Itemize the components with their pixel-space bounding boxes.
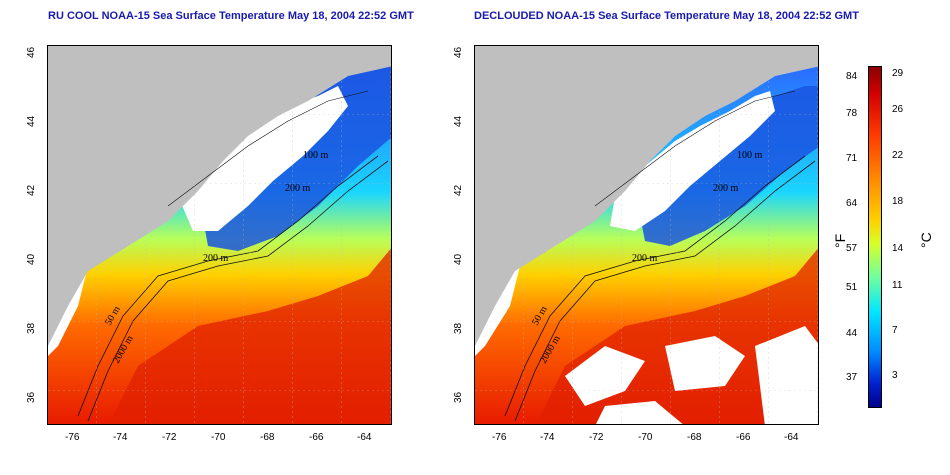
left-lon-72: -72: [162, 432, 177, 443]
cb-c-18: 18: [892, 196, 904, 207]
right-contour-100: 100 m: [737, 150, 763, 161]
left-lon-70: -70: [211, 432, 226, 443]
cb-f-44: 44: [846, 328, 858, 339]
left-lat-38: 38: [26, 322, 37, 334]
left-lon-68: -68: [260, 432, 275, 443]
right-lat-44: 44: [453, 115, 464, 127]
right-contour-200: 200 m: [632, 253, 658, 264]
left-lat-40: 40: [26, 253, 37, 265]
cb-f-78: 78: [846, 108, 858, 119]
right-lon-70: -70: [638, 432, 653, 443]
left-lon-64: -64: [357, 432, 372, 443]
right-map-title: DECLOUDED NOAA-15 Sea Surface Temperatur…: [474, 10, 859, 22]
left-lon-76: -76: [65, 432, 80, 443]
left-lat-44: 44: [26, 115, 37, 127]
cb-f-71: 71: [846, 153, 858, 164]
fahrenheit-unit-label: °F: [832, 233, 848, 248]
right-lon-66: -66: [736, 432, 751, 443]
right-lon-72: -72: [589, 432, 604, 443]
cb-c-29: 29: [892, 68, 904, 79]
cb-f-84: 84: [846, 71, 858, 82]
right-lat-46: 46: [453, 46, 464, 58]
cb-c-7: 7: [892, 325, 898, 336]
temperature-colorbar: [868, 66, 882, 408]
cb-f-64: 64: [846, 198, 858, 209]
left-lat-46: 46: [26, 46, 37, 58]
cb-c-26: 26: [892, 104, 904, 115]
left-lat-42: 42: [26, 184, 37, 196]
right-lat-42: 42: [453, 184, 464, 196]
right-contour-200-north: 200 m: [713, 183, 739, 194]
left-contour-200: 200 m: [203, 253, 229, 264]
right-lon-68: -68: [687, 432, 702, 443]
right-lat-38: 38: [453, 322, 464, 334]
right-lat-36: 36: [453, 391, 464, 403]
cb-f-37: 37: [846, 372, 858, 383]
left-lon-74: -74: [113, 432, 128, 443]
cb-c-14: 14: [892, 243, 904, 254]
left-map-title: RU COOL NOAA-15 Sea Surface Temperature …: [48, 10, 414, 22]
right-lat-40: 40: [453, 253, 464, 265]
left-lat-36: 36: [26, 391, 37, 403]
right-sst-map: 100 m 200 m 200 m 50 m 2000 m: [474, 45, 819, 425]
right-lon-64: -64: [784, 432, 799, 443]
cb-c-3: 3: [892, 370, 898, 381]
cb-c-11: 11: [892, 280, 903, 291]
right-lon-74: -74: [540, 432, 555, 443]
cb-c-22: 22: [892, 150, 904, 161]
left-contour-200-north: 200 m: [285, 183, 311, 194]
left-sst-map: 100 m 200 m 200 m 50 m 2000 m: [47, 45, 392, 425]
celsius-unit-label: °C: [918, 232, 934, 248]
left-contour-100: 100 m: [303, 150, 329, 161]
left-lon-66: -66: [309, 432, 324, 443]
cb-f-57: 57: [846, 243, 858, 254]
cb-f-51: 51: [846, 282, 858, 293]
right-lon-76: -76: [492, 432, 507, 443]
